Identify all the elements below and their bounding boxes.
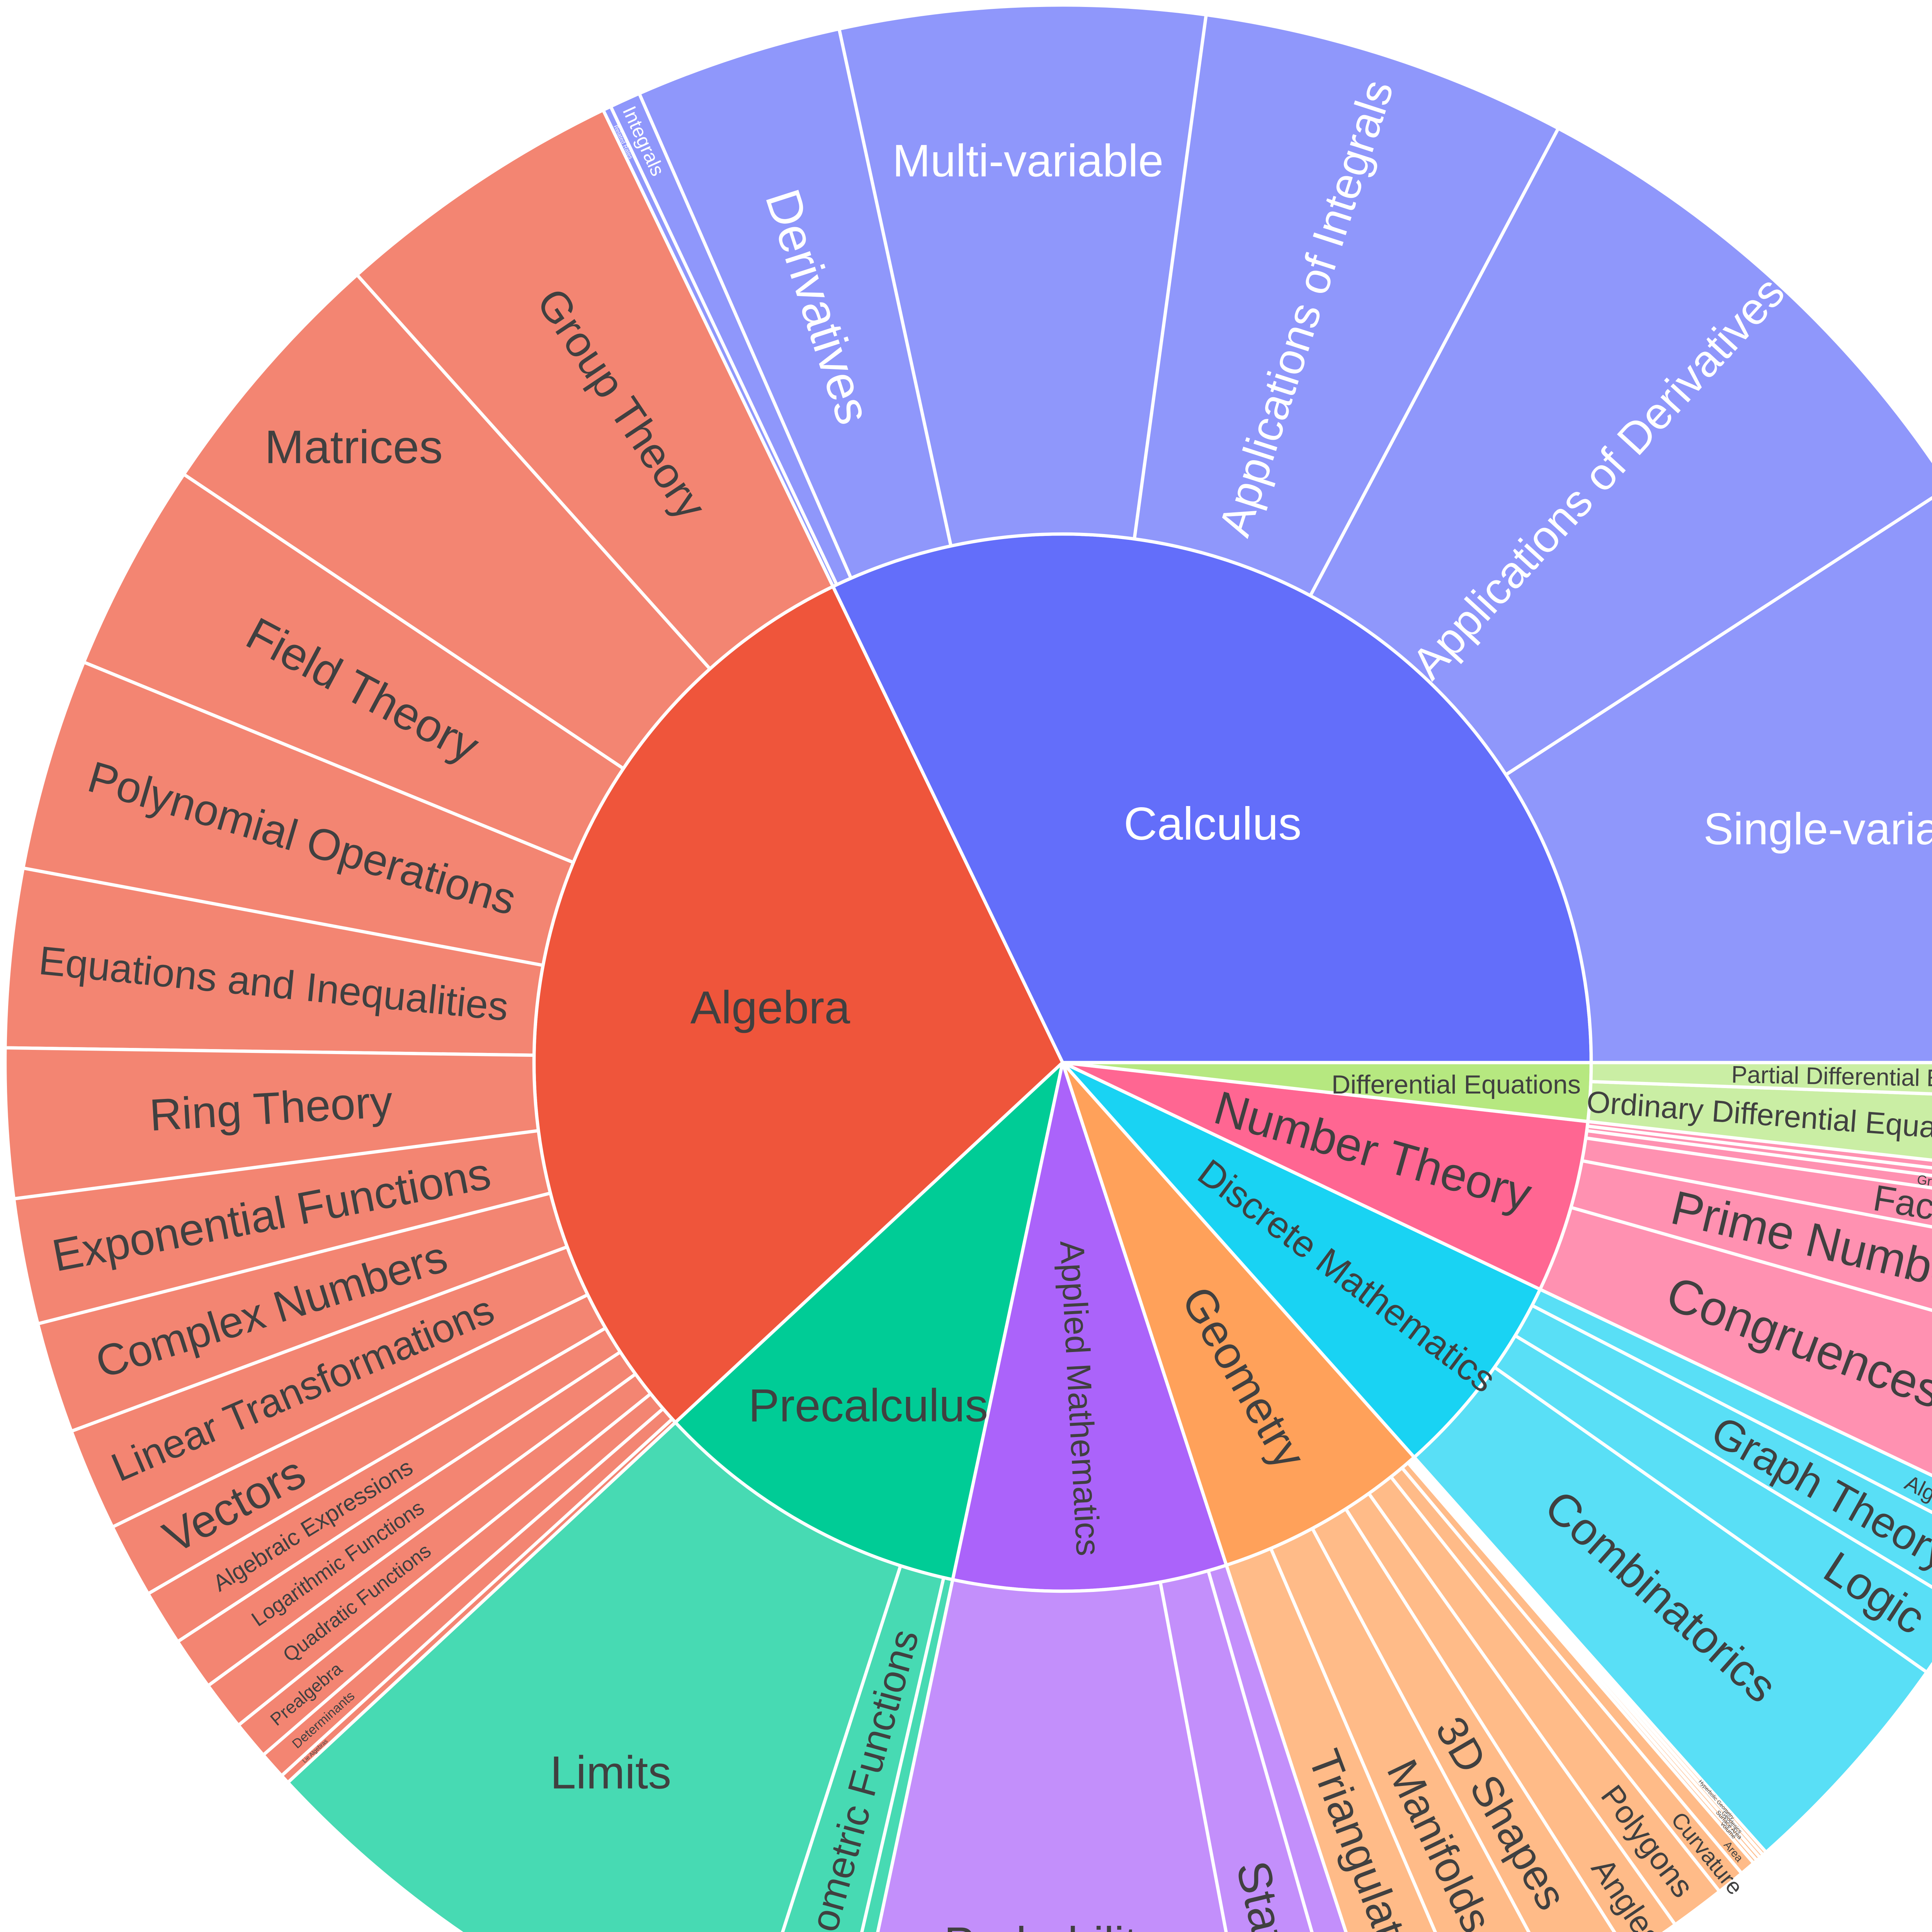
- svg-text:Differential Equations: Differential Equations: [1332, 1070, 1581, 1099]
- svg-text:Algebra: Algebra: [690, 981, 850, 1033]
- svg-text:Calculus: Calculus: [1124, 798, 1301, 850]
- svg-text:Matrices: Matrices: [265, 421, 443, 473]
- svg-text:Precalculus: Precalculus: [748, 1379, 988, 1431]
- svg-text:Probability: Probability: [944, 1918, 1160, 1932]
- svg-text:Multi-variable: Multi-variable: [893, 136, 1164, 187]
- svg-text:Limits: Limits: [550, 1747, 671, 1798]
- svg-text:Single-variable: Single-variable: [1704, 804, 1932, 854]
